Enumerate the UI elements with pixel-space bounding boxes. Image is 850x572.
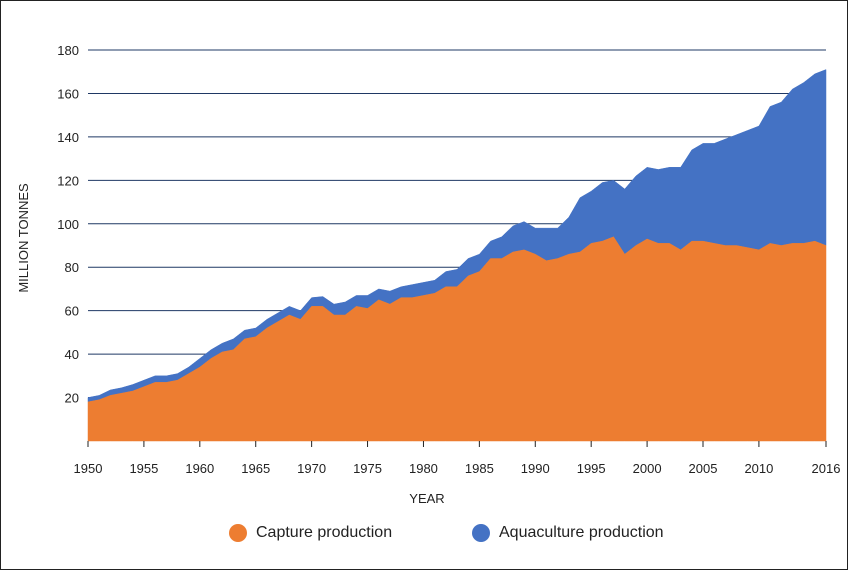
y-tick-label-80: 80 (65, 260, 79, 275)
y-tick-label-180: 180 (57, 43, 79, 58)
y-tick-label-20: 20 (65, 391, 79, 406)
x-tick-label-1970: 1970 (297, 461, 326, 476)
y-axis-title: MILLION TONNES (16, 183, 31, 293)
x-tick-label-1960: 1960 (185, 461, 214, 476)
x-tick-label-2005: 2005 (689, 461, 718, 476)
y-tick-label-60: 60 (65, 304, 79, 319)
x-tick-label-1980: 1980 (409, 461, 438, 476)
aquaculture-swatch-icon (472, 524, 490, 542)
legend-item-capture: Capture production (229, 524, 392, 542)
stacked-areas (87, 69, 827, 442)
x-tick-label-2010: 2010 (744, 461, 773, 476)
y-tick-label-140: 140 (57, 130, 79, 145)
y-tick-label-40: 40 (65, 347, 79, 362)
x-axis-ticks: 1950 1955 1960 1965 1970 1975 1980 1985 1990 1995… (74, 441, 841, 476)
x-tick-label-1985: 1985 (465, 461, 494, 476)
x-tick-label-1955: 1955 (129, 461, 158, 476)
x-tick-label-1975: 1975 (353, 461, 382, 476)
x-tick-label-1990: 1990 (521, 461, 550, 476)
y-axis-ticks: 20 40 60 80 100 120 140 160 180 (57, 43, 79, 406)
x-tick-label-1965: 1965 (241, 461, 270, 476)
capture-swatch-icon (229, 524, 247, 542)
y-tick-label-100: 100 (57, 217, 79, 232)
legend-label-capture: Capture production (256, 524, 393, 541)
x-tick-label-2000: 2000 (633, 461, 662, 476)
x-axis-title: YEAR (409, 491, 444, 506)
legend: Capture production Aquaculture productio… (0, 524, 850, 552)
y-tick-label-160: 160 (57, 86, 79, 101)
y-tick-label-120: 120 (57, 173, 79, 188)
x-tick-label-2016: 2016 (812, 461, 841, 476)
legend-label-aquaculture: Aquaculture production (499, 524, 664, 541)
x-tick-label-1995: 1995 (577, 461, 606, 476)
x-tick-label-1950: 1950 (74, 461, 103, 476)
legend-item-aquaculture: Aquaculture production (472, 524, 664, 542)
